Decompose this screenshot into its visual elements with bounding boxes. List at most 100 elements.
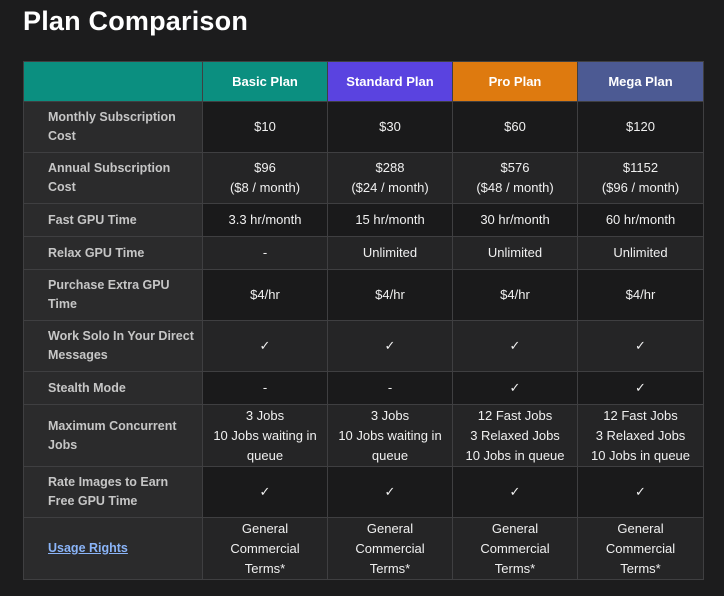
cell-pro: Unlimited bbox=[452, 236, 578, 270]
cell-value: 15 hr/month bbox=[355, 212, 425, 227]
checkmark-icon: ✓ bbox=[259, 338, 271, 353]
feature-label: Fast GPU Time bbox=[48, 212, 137, 227]
cell-value: $4/hr bbox=[625, 287, 656, 302]
feature-label-cell: Maximum Concurrent Jobs bbox=[23, 404, 203, 467]
cell-value: $30 bbox=[379, 119, 401, 134]
cell-value: - bbox=[262, 245, 268, 260]
checkmark-icon: ✓ bbox=[509, 380, 521, 395]
cell-value: Terms* bbox=[620, 560, 661, 576]
table-row: Maximum Concurrent Jobs 3 Jobs 10 Jobs wai… bbox=[23, 404, 704, 467]
cell-value: General bbox=[617, 520, 664, 536]
feature-label-cell: Annual Subscription Cost bbox=[23, 152, 203, 204]
cell-value: 60 hr/month bbox=[605, 212, 676, 227]
cell-basic: $4/hr bbox=[202, 269, 328, 321]
cell-value: 10 Jobs waiting in bbox=[213, 427, 317, 443]
table-row: Fast GPU Time 3.3 hr/month 15 hr/month 30 h… bbox=[23, 203, 704, 237]
cell-basic: ✓ bbox=[202, 320, 328, 372]
cell-pro: General Commercial Terms* bbox=[452, 517, 578, 580]
cell-value: Commercial bbox=[480, 540, 550, 556]
cell-value: Terms* bbox=[494, 560, 536, 576]
cell-value: 12 Fast Jobs bbox=[477, 407, 553, 423]
cell-value: queue bbox=[371, 447, 409, 463]
cell-value: ($24 / month) bbox=[351, 180, 429, 195]
cell-pro: $4/hr bbox=[452, 269, 578, 321]
header-corner-cell bbox=[23, 61, 203, 102]
cell-value: $4/hr bbox=[375, 287, 405, 302]
cell-value: $120 bbox=[626, 119, 655, 134]
cell-value: 10 Jobs in queue bbox=[465, 447, 565, 463]
cell-pro: 12 Fast Jobs 3 Relaxed Jobs 10 Jobs in que… bbox=[452, 404, 578, 467]
feature-label-cell: Stealth Mode bbox=[23, 371, 203, 405]
cell-mega: $120 bbox=[577, 101, 704, 153]
cell-value: Terms* bbox=[244, 560, 286, 576]
cell-value: $576 bbox=[500, 160, 530, 175]
feature-label-cell: Relax GPU Time bbox=[23, 236, 203, 270]
cell-value: - bbox=[387, 380, 393, 395]
usage-rights-link[interactable]: Usage Rights bbox=[48, 541, 128, 555]
cell-value: $96 bbox=[254, 160, 276, 175]
cell-value: Commercial bbox=[355, 540, 425, 556]
cell-pro: 30 hr/month bbox=[452, 203, 578, 237]
cell-standard: General Commercial Terms* bbox=[327, 517, 453, 580]
cell-value: General bbox=[491, 520, 539, 536]
checkmark-icon: ✓ bbox=[635, 484, 646, 499]
cell-value: 3 Relaxed Jobs bbox=[595, 427, 686, 443]
cell-mega: ✓ bbox=[577, 466, 704, 518]
feature-label: Stealth Mode bbox=[48, 380, 126, 395]
cell-standard: Unlimited bbox=[327, 236, 453, 270]
plan-comparison-table: Basic Plan Standard Plan Pro Plan Mega P… bbox=[23, 61, 704, 580]
cell-value: $4/hr bbox=[500, 287, 530, 302]
cell-value: - bbox=[262, 380, 268, 395]
feature-label: Purchase Extra GPU Time bbox=[48, 278, 170, 311]
feature-label-cell: Rate Images to Earn Free GPU Time bbox=[23, 466, 203, 518]
table-row: Relax GPU Time - Unlimited Unlimited Unlimit… bbox=[23, 236, 704, 270]
cell-value: 30 hr/month bbox=[480, 212, 550, 227]
cell-value: 10 Jobs in queue bbox=[590, 447, 691, 463]
cell-standard: 3 Jobs 10 Jobs waiting in queue bbox=[327, 404, 453, 467]
cell-standard: $30 bbox=[327, 101, 453, 153]
cell-value: 12 Fast Jobs bbox=[603, 407, 678, 423]
cell-basic: ✓ bbox=[202, 466, 328, 518]
cell-standard: 15 hr/month bbox=[327, 203, 453, 237]
plan-header-basic: Basic Plan bbox=[202, 61, 328, 102]
cell-value: 3.3 hr/month bbox=[228, 212, 302, 227]
feature-label-cell: Usage Rights bbox=[23, 517, 203, 580]
cell-value: Unlimited bbox=[487, 245, 543, 260]
cell-value: General bbox=[241, 520, 289, 536]
cell-mega: $1152 ($96 / month) bbox=[577, 152, 704, 204]
cell-basic: General Commercial Terms* bbox=[202, 517, 328, 580]
cell-value: ($96 / month) bbox=[601, 180, 680, 195]
checkmark-icon: ✓ bbox=[384, 484, 396, 499]
cell-pro: $576 ($48 / month) bbox=[452, 152, 578, 204]
cell-basic: - bbox=[202, 236, 328, 270]
feature-label: Annual Subscription Cost bbox=[48, 161, 171, 194]
table-row: Annual Subscription Cost $96 ($8 / month) $… bbox=[23, 152, 704, 204]
table-row: Stealth Mode - - ✓ ✓ bbox=[23, 371, 704, 405]
cell-basic: 3 Jobs 10 Jobs waiting in queue bbox=[202, 404, 328, 467]
cell-basic: $96 ($8 / month) bbox=[202, 152, 328, 204]
cell-value: 3 Relaxed Jobs bbox=[470, 427, 560, 443]
cell-value: General bbox=[366, 520, 414, 536]
cell-mega: ✓ bbox=[577, 371, 704, 405]
cell-mega: 12 Fast Jobs 3 Relaxed Jobs 10 Jobs in que… bbox=[577, 404, 704, 467]
cell-value: 3 Jobs bbox=[370, 407, 410, 423]
cell-value: $288 bbox=[375, 160, 405, 175]
cell-mega: General Commercial Terms* bbox=[577, 517, 704, 580]
cell-value: Unlimited bbox=[362, 245, 418, 260]
cell-standard: - bbox=[327, 371, 453, 405]
table-header-row: Basic Plan Standard Plan Pro Plan Mega P… bbox=[23, 61, 704, 102]
feature-label: Work Solo In Your Direct Messages bbox=[48, 329, 194, 362]
feature-label-cell: Monthly Subscription Cost bbox=[23, 101, 203, 153]
cell-pro: $60 bbox=[452, 101, 578, 153]
cell-standard: $4/hr bbox=[327, 269, 453, 321]
feature-label: Maximum Concurrent Jobs bbox=[48, 418, 177, 452]
plan-header-mega: Mega Plan bbox=[577, 61, 704, 102]
cell-value: Unlimited bbox=[613, 245, 668, 260]
checkmark-icon: ✓ bbox=[635, 338, 646, 353]
cell-value: Commercial bbox=[230, 540, 300, 556]
cell-pro: ✓ bbox=[452, 371, 578, 405]
feature-label: Relax GPU Time bbox=[48, 245, 145, 260]
cell-value: $4/hr bbox=[250, 287, 280, 302]
table-row: Monthly Subscription Cost $10 $30 $60 $120 bbox=[23, 101, 704, 153]
cell-value: queue bbox=[246, 447, 284, 463]
